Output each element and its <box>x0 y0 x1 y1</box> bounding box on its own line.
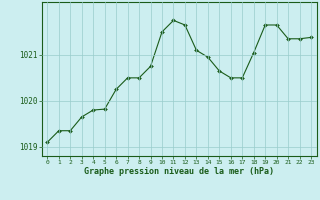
X-axis label: Graphe pression niveau de la mer (hPa): Graphe pression niveau de la mer (hPa) <box>84 167 274 176</box>
